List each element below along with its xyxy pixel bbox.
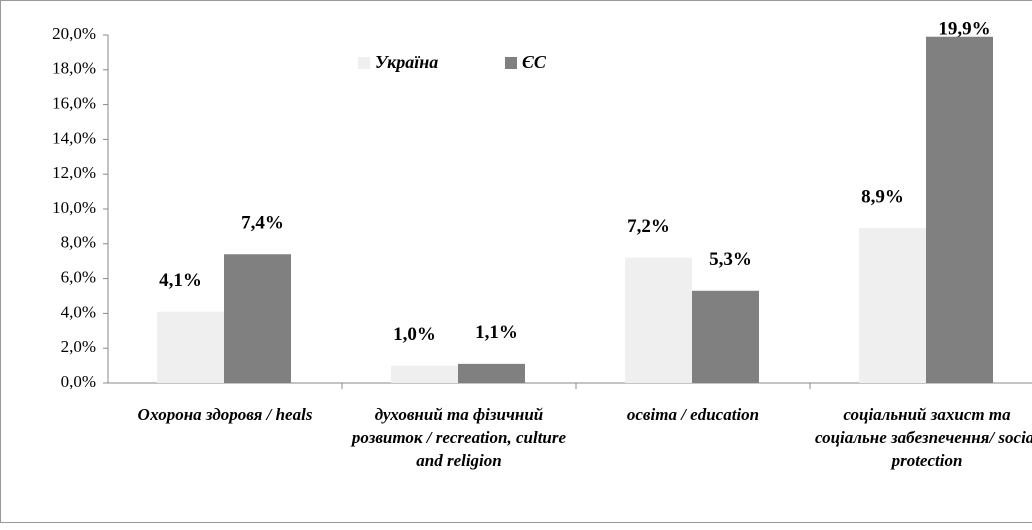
value-label: 19,9% <box>938 18 990 39</box>
x-tick-label: освіта / education <box>626 405 760 424</box>
y-tick-label: 12,0% <box>52 163 96 182</box>
value-label: 1,1% <box>475 322 518 343</box>
value-label: 7,4% <box>241 213 284 234</box>
value-label: 1,0% <box>393 324 436 345</box>
y-tick-label: 8,0% <box>61 233 96 252</box>
y-tick-label: 18,0% <box>52 59 96 78</box>
bar <box>692 290 759 383</box>
value-label: 4,1% <box>159 270 202 291</box>
bar <box>224 254 291 383</box>
bar <box>458 363 525 383</box>
x-tick-label: духовний та фізичний розвиток / recreati… <box>351 405 567 470</box>
value-label: 8,9% <box>861 186 904 207</box>
bar <box>391 365 458 383</box>
y-tick-label: 16,0% <box>52 94 96 113</box>
y-tick-label: 6,0% <box>61 268 96 287</box>
x-tick-label: Охорона здоровя / heals <box>137 405 313 424</box>
value-label: 5,3% <box>709 249 752 270</box>
legend-swatch <box>505 57 517 69</box>
y-tick-label: 14,0% <box>52 128 96 147</box>
y-tick-label: 10,0% <box>52 198 96 217</box>
x-tick-label: соціальний захист та соціальне забезпече… <box>814 405 1032 470</box>
bar <box>625 257 692 383</box>
bar <box>926 36 993 384</box>
legend-swatch <box>358 57 370 69</box>
y-tick-label: 20,0% <box>52 24 96 43</box>
y-tick-label: 4,0% <box>61 302 96 321</box>
bar <box>157 311 224 383</box>
value-label: 7,2% <box>627 216 670 237</box>
legend-label: ЄС <box>522 52 547 72</box>
bar <box>859 228 926 383</box>
legend-label: Україна <box>375 52 438 72</box>
y-tick-label: 2,0% <box>61 337 96 356</box>
y-tick-label: 0,0% <box>61 372 96 391</box>
